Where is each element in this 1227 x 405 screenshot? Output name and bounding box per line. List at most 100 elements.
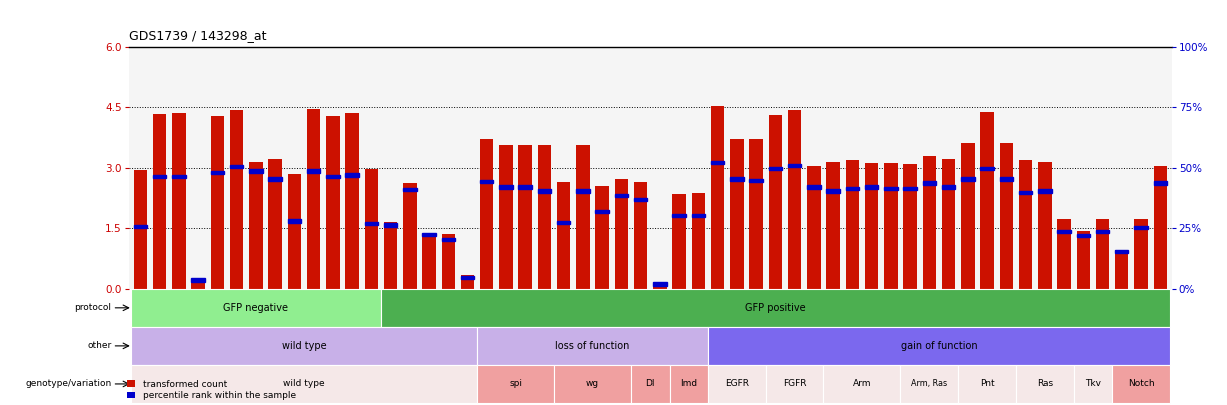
- Bar: [1112, 365, 1169, 403]
- Bar: [730, 177, 744, 181]
- Bar: [499, 185, 513, 189]
- Bar: [326, 175, 340, 178]
- Bar: [134, 170, 147, 289]
- Bar: [249, 162, 263, 289]
- Bar: [442, 234, 455, 289]
- Bar: [211, 116, 225, 289]
- Bar: [903, 187, 917, 190]
- Bar: [229, 110, 243, 289]
- Text: GFP negative: GFP negative: [223, 303, 288, 313]
- Bar: [826, 190, 839, 193]
- Bar: [1115, 250, 1129, 253]
- Bar: [615, 194, 628, 197]
- Bar: [980, 167, 994, 170]
- Bar: [670, 365, 708, 403]
- Bar: [615, 179, 628, 289]
- Bar: [384, 222, 398, 289]
- Bar: [131, 289, 380, 327]
- Bar: [1115, 250, 1129, 289]
- Bar: [134, 225, 147, 228]
- Bar: [557, 221, 571, 224]
- Bar: [634, 198, 648, 201]
- Text: protocol: protocol: [75, 303, 112, 312]
- Bar: [807, 166, 821, 289]
- Bar: [1153, 181, 1167, 185]
- Text: GDS1739 / 143298_at: GDS1739 / 143298_at: [129, 30, 266, 43]
- Bar: [345, 173, 358, 177]
- Bar: [480, 180, 493, 183]
- Bar: [865, 163, 879, 289]
- Text: Imd: Imd: [680, 379, 697, 388]
- Bar: [865, 185, 879, 189]
- Text: gain of function: gain of function: [901, 341, 977, 351]
- Bar: [211, 171, 225, 174]
- Bar: [958, 365, 1016, 403]
- Bar: [980, 112, 994, 289]
- Bar: [768, 115, 782, 289]
- Bar: [634, 182, 648, 289]
- Bar: [653, 283, 666, 289]
- Bar: [1074, 365, 1112, 403]
- Text: Ras: Ras: [1037, 379, 1053, 388]
- Bar: [788, 110, 801, 289]
- Bar: [708, 365, 766, 403]
- Bar: [364, 222, 378, 225]
- Bar: [1076, 232, 1090, 289]
- Bar: [903, 164, 917, 289]
- Text: GFP positive: GFP positive: [745, 303, 806, 313]
- Bar: [961, 143, 974, 289]
- Bar: [269, 159, 282, 289]
- Bar: [191, 279, 205, 289]
- Bar: [923, 181, 936, 185]
- Text: other: other: [87, 341, 112, 350]
- Bar: [708, 327, 1169, 365]
- Bar: [1016, 365, 1074, 403]
- Bar: [307, 169, 320, 173]
- Bar: [519, 145, 533, 289]
- Bar: [402, 183, 416, 289]
- Text: loss of function: loss of function: [556, 341, 629, 351]
- Bar: [249, 169, 263, 173]
- Bar: [384, 224, 398, 227]
- Bar: [229, 165, 243, 168]
- Bar: [1096, 230, 1109, 233]
- Text: Pnt: Pnt: [979, 379, 994, 388]
- Bar: [191, 278, 205, 281]
- Text: wild type: wild type: [283, 379, 325, 388]
- Bar: [1000, 177, 1014, 181]
- Bar: [442, 238, 455, 241]
- Bar: [364, 169, 378, 289]
- Bar: [961, 177, 974, 181]
- Text: spi: spi: [509, 379, 523, 388]
- Bar: [1018, 160, 1032, 289]
- Bar: [653, 282, 666, 286]
- Bar: [131, 327, 477, 365]
- Bar: [131, 365, 477, 403]
- Text: wg: wg: [587, 379, 599, 388]
- Bar: [692, 214, 706, 217]
- Text: Notch: Notch: [1128, 379, 1155, 388]
- Bar: [942, 185, 956, 189]
- Bar: [942, 159, 956, 289]
- Bar: [1000, 143, 1014, 289]
- Bar: [1134, 226, 1147, 229]
- Bar: [845, 187, 859, 190]
- Bar: [577, 190, 590, 193]
- Text: FGFR: FGFR: [783, 379, 806, 388]
- Bar: [845, 160, 859, 289]
- Bar: [577, 145, 590, 289]
- Bar: [807, 185, 821, 189]
- Bar: [672, 214, 686, 217]
- Bar: [537, 145, 551, 289]
- Text: Arm, Ras: Arm, Ras: [912, 379, 947, 388]
- Bar: [595, 210, 609, 213]
- Bar: [153, 114, 167, 289]
- Bar: [153, 175, 167, 178]
- Bar: [537, 190, 551, 193]
- Bar: [885, 187, 898, 190]
- Bar: [480, 139, 493, 289]
- Bar: [345, 113, 358, 289]
- Bar: [422, 234, 436, 289]
- Bar: [461, 275, 475, 289]
- Text: genotype/variation: genotype/variation: [26, 379, 112, 388]
